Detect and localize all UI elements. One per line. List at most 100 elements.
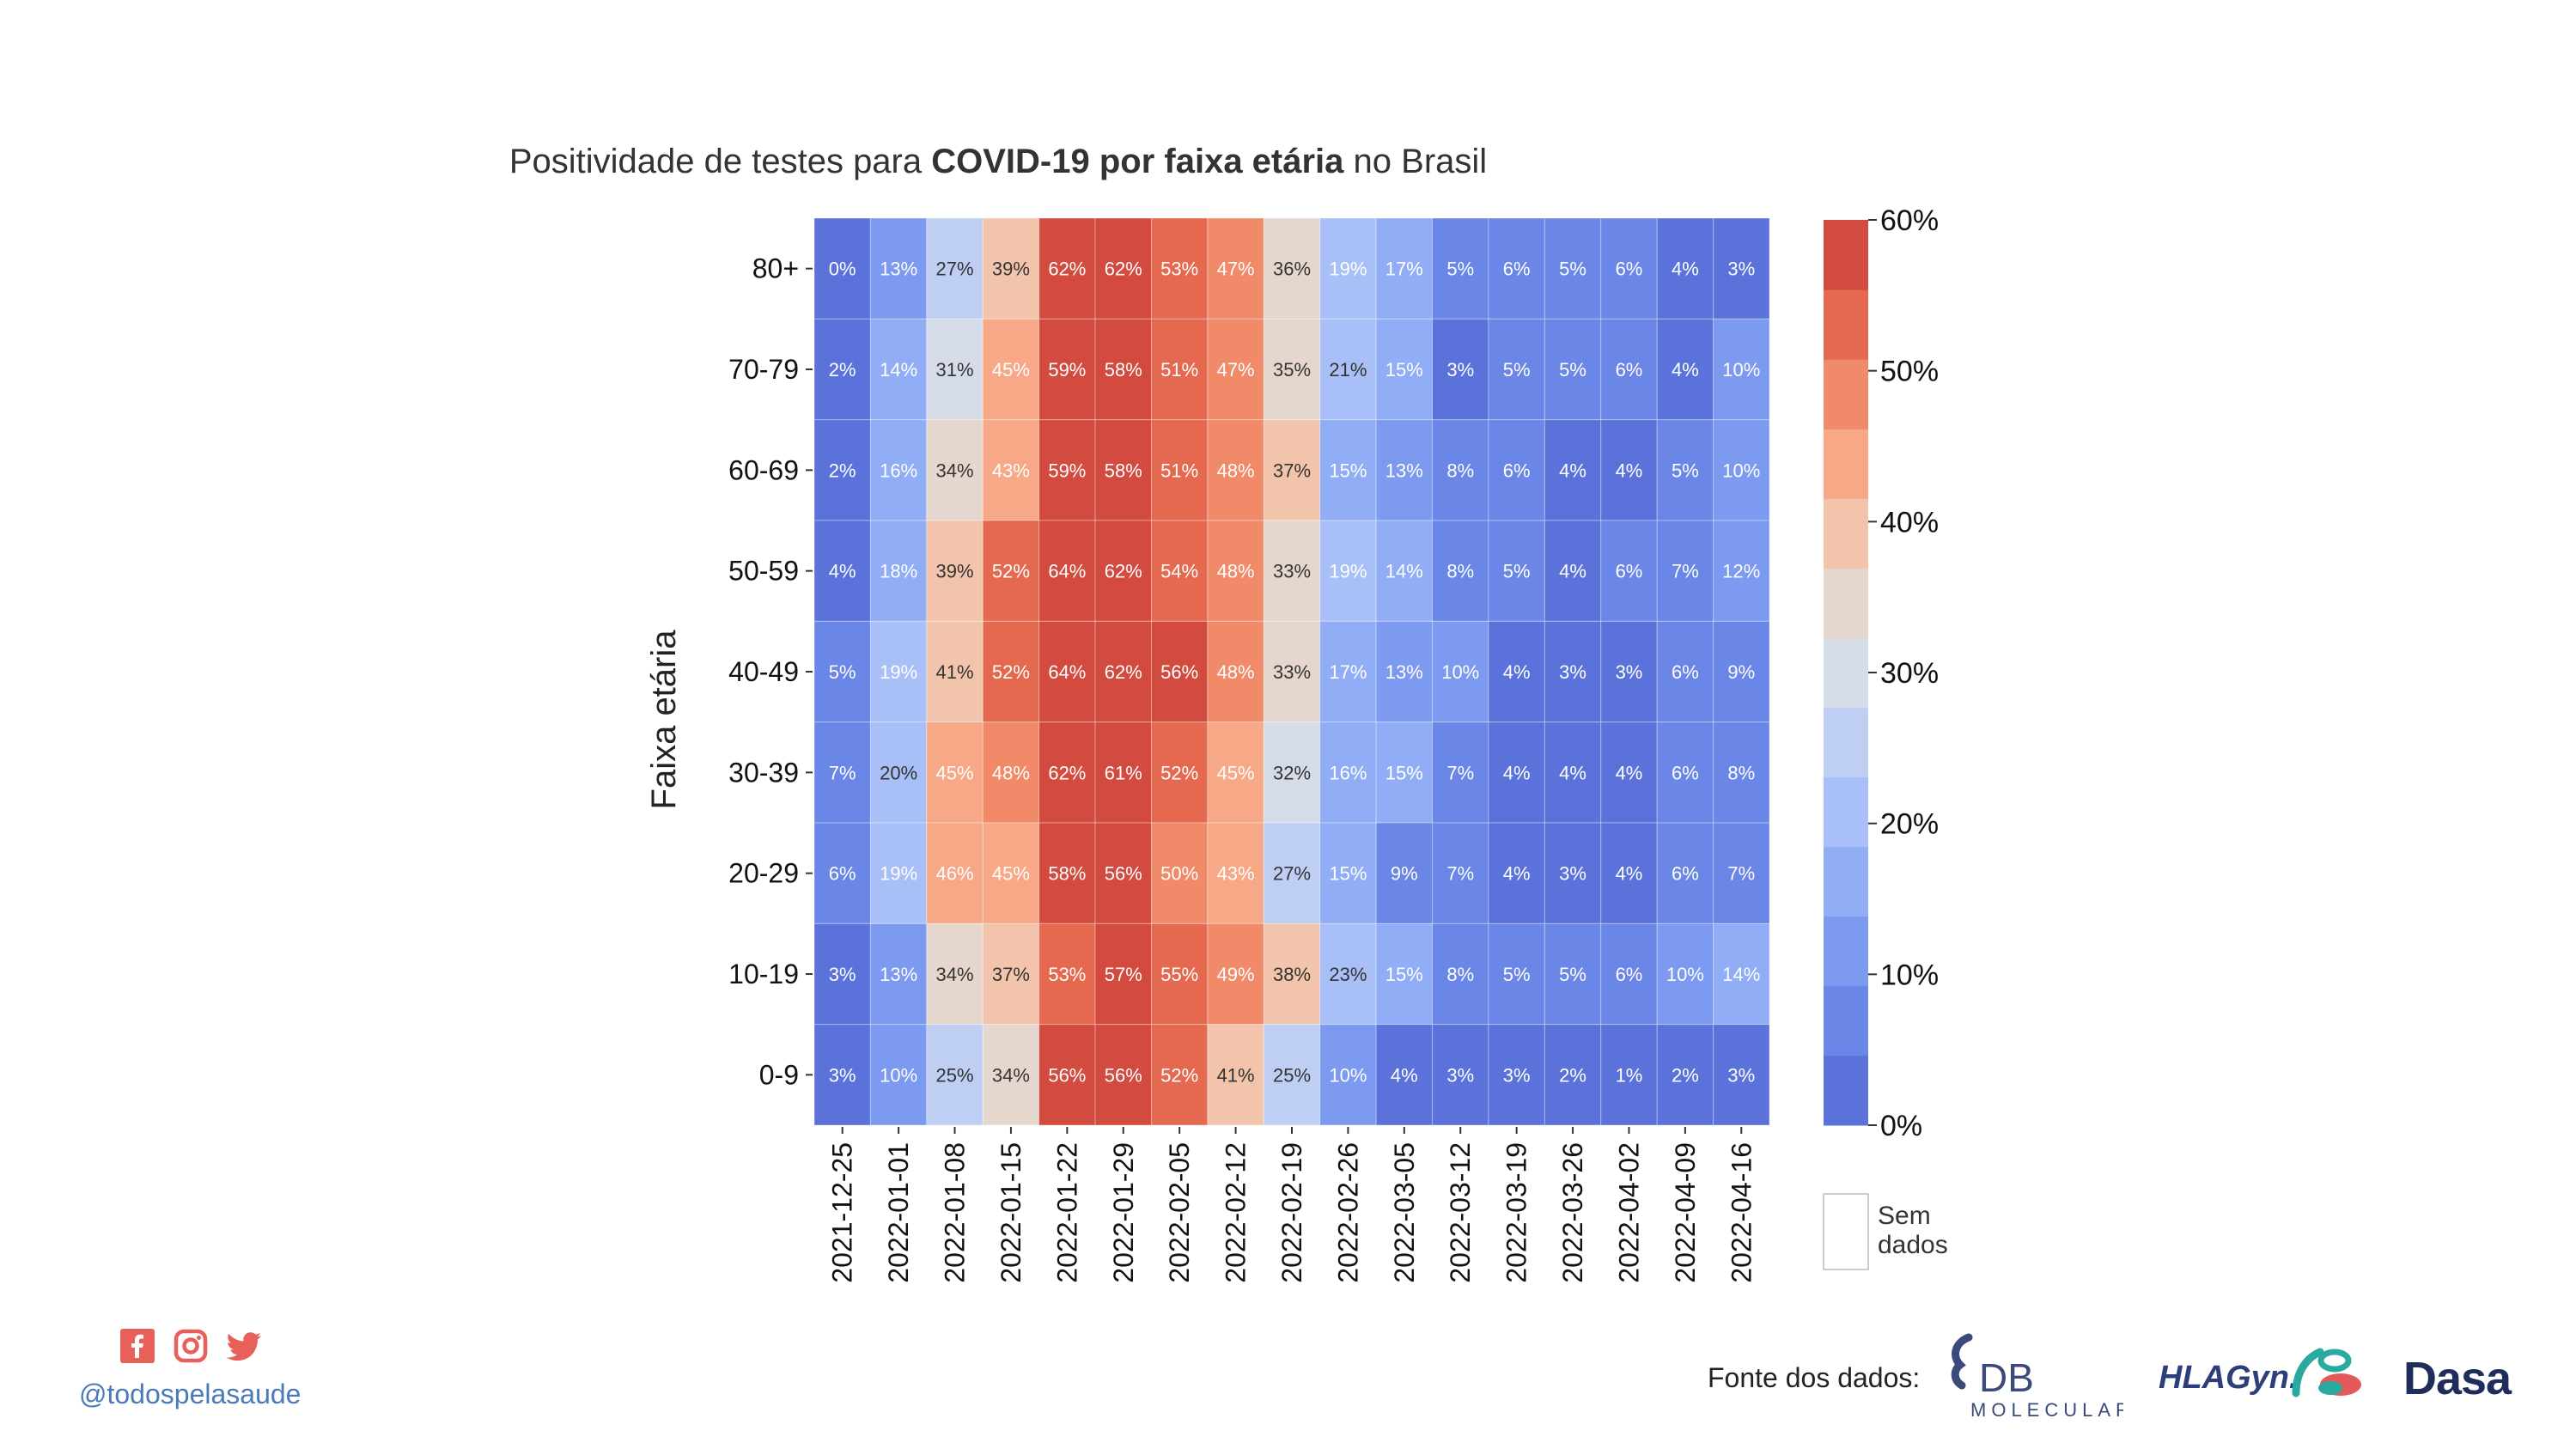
cell-value-label: 7% bbox=[1446, 863, 1474, 885]
social-handle[interactable]: @todospelasaude bbox=[79, 1379, 301, 1409]
y-tick-labels: 80+ 70-79 60-69 50-59 40-49 30-39 20-29 10-19 0-… bbox=[728, 253, 813, 1090]
heatmap-cell bbox=[813, 620, 871, 723]
cell-value-label: 7% bbox=[1672, 561, 1699, 582]
heatmap-cell bbox=[1094, 620, 1152, 723]
cell-value-label: 53% bbox=[1160, 259, 1198, 280]
facebook-icon[interactable] bbox=[119, 1327, 156, 1365]
x-tick-label: 2022-03-19 bbox=[1501, 1142, 1532, 1283]
heatmap-cell bbox=[982, 318, 1040, 421]
cell-value-label: 4% bbox=[1391, 1064, 1418, 1086]
heatmap-cells: 0% 13% 27% 39% 62% 62% 53% 47% 36% 19% 17% 5% 6% 5% 6%… bbox=[813, 217, 1770, 1126]
cell-value-label: 13% bbox=[1385, 661, 1423, 683]
cell-value-label: 27% bbox=[1273, 863, 1311, 885]
cell-value-label: 59% bbox=[1048, 359, 1086, 381]
heatmap-cell bbox=[1656, 922, 1714, 1026]
heatmap-cell bbox=[1656, 520, 1714, 622]
cell-value-label: 53% bbox=[1048, 964, 1086, 985]
cell-value-label: 6% bbox=[1616, 964, 1643, 985]
db-molecular-logo: DB MOLECULAR bbox=[1951, 1333, 2123, 1421]
x-tick-label: 2022-02-19 bbox=[1276, 1142, 1307, 1283]
cell-value-label: 56% bbox=[1105, 1064, 1142, 1086]
heatmap-cell bbox=[1544, 822, 1602, 924]
cell-value-label: 10% bbox=[1329, 1064, 1367, 1086]
colorbar-segment bbox=[1824, 846, 1868, 917]
no-data-legend: Sem dados bbox=[1823, 1193, 1948, 1270]
heatmap-cell bbox=[1150, 721, 1209, 824]
heatmap-cell bbox=[1319, 217, 1377, 320]
x-tick-label: 2022-02-05 bbox=[1164, 1142, 1195, 1283]
colorbar-tick-label: 0% bbox=[1880, 1110, 1922, 1142]
cell-value-label: 23% bbox=[1329, 964, 1367, 985]
no-data-label-1: Sem bbox=[1878, 1202, 1931, 1230]
cell-value-label: 45% bbox=[936, 762, 974, 783]
heatmap-cell bbox=[1432, 419, 1489, 521]
heatmap-cell bbox=[813, 922, 871, 1026]
cell-value-label: 48% bbox=[992, 762, 1030, 783]
heatmap-cell bbox=[1713, 419, 1770, 521]
cell-value-label: 38% bbox=[1273, 964, 1311, 985]
heatmap-cell bbox=[1375, 419, 1434, 521]
cell-value-label: 7% bbox=[1446, 762, 1474, 783]
cell-value-label: 34% bbox=[936, 964, 974, 985]
instagram-icon[interactable] bbox=[172, 1327, 210, 1365]
heatmap-cell bbox=[1488, 520, 1545, 622]
heatmap-cell bbox=[1263, 318, 1321, 421]
cell-value-label: 5% bbox=[1559, 259, 1586, 280]
cell-value-label: 12% bbox=[1722, 561, 1760, 582]
heatmap-cell bbox=[1432, 217, 1489, 320]
cell-value-label: 15% bbox=[1385, 762, 1423, 783]
heatmap-cell bbox=[1094, 721, 1152, 824]
y-tick-label: 60-69 bbox=[728, 454, 799, 485]
dasa-logo-text: Dasa bbox=[2403, 1353, 2512, 1404]
cell-value-label: 45% bbox=[1217, 762, 1255, 783]
cell-value-label: 2% bbox=[829, 359, 856, 381]
cell-value-label: 41% bbox=[1217, 1064, 1255, 1086]
heatmap-cell bbox=[926, 520, 984, 622]
cell-value-label: 19% bbox=[880, 661, 917, 683]
heatmap-cell bbox=[1544, 217, 1602, 320]
cell-value-label: 10% bbox=[1666, 964, 1704, 985]
cell-value-label: 4% bbox=[1672, 259, 1699, 280]
heatmap-cell bbox=[982, 520, 1040, 622]
cell-value-label: 5% bbox=[1503, 561, 1531, 582]
heatmap-cell bbox=[926, 1024, 984, 1126]
cell-value-label: 49% bbox=[1217, 964, 1255, 985]
heatmap-cell bbox=[1038, 1024, 1096, 1126]
twitter-icon[interactable] bbox=[225, 1327, 263, 1365]
heatmap-cell bbox=[1656, 822, 1714, 924]
x-tick-label: 2022-01-08 bbox=[940, 1142, 971, 1283]
heatmap-cell bbox=[1375, 922, 1434, 1026]
colorbar-segment bbox=[1824, 637, 1868, 709]
heatmap-cell bbox=[1600, 922, 1658, 1026]
y-tick-label: 40-49 bbox=[728, 656, 799, 687]
cell-value-label: 62% bbox=[1105, 561, 1142, 582]
heatmap-cell bbox=[813, 1024, 871, 1126]
heatmap-cell bbox=[1263, 822, 1321, 924]
cell-value-label: 4% bbox=[1616, 863, 1643, 885]
heatmap-cell bbox=[869, 217, 928, 320]
heatmap-cell bbox=[813, 318, 871, 421]
heatmap-cell bbox=[813, 822, 871, 924]
cell-value-label: 62% bbox=[1105, 259, 1142, 280]
cell-value-label: 4% bbox=[1559, 561, 1586, 582]
cell-value-label: 7% bbox=[829, 762, 856, 783]
cell-value-label: 33% bbox=[1273, 561, 1311, 582]
heatmap-cell bbox=[1038, 318, 1096, 421]
heatmap-cell bbox=[1544, 419, 1602, 521]
heatmap-cell bbox=[1207, 520, 1264, 622]
colorbar-segment bbox=[1824, 498, 1868, 569]
heatmap-cell bbox=[1319, 1024, 1377, 1126]
cell-value-label: 19% bbox=[1329, 561, 1367, 582]
cell-value-label: 5% bbox=[1503, 359, 1531, 381]
heatmap-cell bbox=[1038, 217, 1096, 320]
cell-value-label: 55% bbox=[1160, 964, 1198, 985]
cell-value-label: 2% bbox=[1672, 1064, 1699, 1086]
cell-value-label: 17% bbox=[1385, 259, 1423, 280]
cell-value-label: 5% bbox=[1672, 460, 1699, 481]
cell-value-label: 4% bbox=[1672, 359, 1699, 381]
cell-value-label: 41% bbox=[936, 661, 974, 683]
cell-value-label: 58% bbox=[1105, 460, 1142, 481]
y-axis-title: Faixa etária bbox=[645, 630, 683, 810]
colorbar-tick-label: 40% bbox=[1880, 506, 1939, 539]
heatmap-cell bbox=[1488, 419, 1545, 521]
